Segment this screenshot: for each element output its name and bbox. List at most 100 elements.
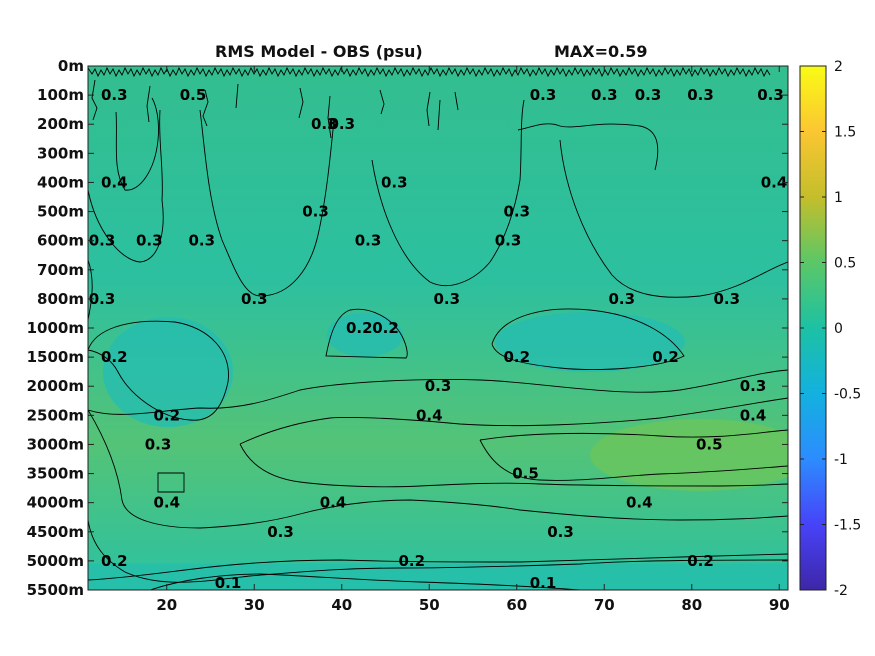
contour-label: 0.3 [687,86,714,104]
contour-label: 0.2 [687,552,714,570]
colorbar-tick-label: -2 [834,583,848,599]
colorbar-tick-label: 1.5 [834,125,856,141]
y-tick-label: 1500m [27,348,84,366]
contour-label: 0.3 [530,86,557,104]
contour-label: 0.4 [416,406,443,424]
y-tick-label: 1000m [27,319,84,337]
y-tick-label: 3000m [27,435,84,453]
colorbar-gradient [800,66,826,590]
contour-label: 0.3 [608,290,635,308]
contour-label: 0.3 [547,523,574,541]
contour-label: 0.3 [188,232,215,250]
contour-label: 0.3 [713,290,740,308]
contour-label: 0.2 [503,348,530,366]
contour-label: 0.2 [101,348,128,366]
y-tick-label: 2000m [27,377,84,395]
y-tick-label: 200m [37,115,84,133]
contour-label: 0.2 [398,552,425,570]
x-tick-label: 60 [506,596,527,614]
colorbar-tick-label: 2 [834,59,843,75]
y-tick-label: 400m [37,173,84,191]
y-tick-label: 2500m [27,406,84,424]
y-tick-label: 4500m [27,523,84,541]
chart-title: RMS Model - OBS (psu) [215,42,423,61]
y-tick-label: 4000m [27,494,84,512]
max-value-label: MAX=0.59 [554,42,648,61]
contour-label: 0.3 [425,377,452,395]
contour-label: 0.3 [89,232,116,250]
y-tick-label: 500m [37,203,84,221]
y-tick-label: 5500m [27,581,84,599]
contour-label: 0.5 [180,86,207,104]
colorbar-tick-label: -0.5 [834,387,861,403]
contour-label: 0.4 [740,406,767,424]
y-tick-label: 700m [37,261,84,279]
contour-label: 0.3 [495,232,522,250]
contour-label: 0.4 [761,173,788,191]
contour-label: 0.4 [320,494,347,512]
x-tick-label: 90 [769,596,790,614]
contour-label: 0.4 [101,173,128,191]
contour-label: 0.3 [740,377,767,395]
contour-label: 0.2 [372,319,399,337]
low-patch-east [495,312,685,372]
x-tick-label: 20 [156,596,177,614]
y-tick-label: 300m [37,144,84,162]
y-tick-label: 600m [37,232,84,250]
contour-label: 0.3 [101,86,128,104]
x-tick-label: 50 [419,596,440,614]
y-tick-label: 100m [37,86,84,104]
x-axis: 20 30 40 50 60 70 80 90 [156,66,790,614]
contour-label: 0.3 [355,232,382,250]
contour-label: 0.3 [503,203,530,221]
colorbar-ticks: 2 1.5 1 0.5 0 -0.5 -1 -1.5 -2 [800,59,861,599]
colorbar-tick-label: -1.5 [834,518,861,534]
low-patch-center [327,313,403,357]
contour-labels: 0.5 0.3 0.3 0.3 0.3 0.3 0.3 0.3 0.3 0.4 0.4 0.3 0.3 0… [89,86,788,592]
contour-label: 0.3 [145,435,172,453]
contour-label: 0.2 [346,319,373,337]
colorbar-tick-label: -1 [834,452,848,468]
x-tick-label: 70 [594,596,615,614]
x-tick-label: 80 [681,596,702,614]
contour-label: 0.3 [311,115,338,133]
colorbar-tick-label: 0 [834,321,843,337]
contour-label: 0.3 [136,232,163,250]
contour-label: 0.3 [302,203,329,221]
contour-label: 0.3 [241,290,268,308]
low-patch-bottom [88,564,788,590]
contour-label: 0.4 [626,494,653,512]
contour-label: 0.3 [433,290,460,308]
colorbar-tick-label: 1 [834,190,843,206]
contour-label: 0.3 [89,290,116,308]
low-patch-west [103,317,233,427]
chart-title-bar: RMS Model - OBS (psu) MAX=0.59 [88,42,788,62]
y-tick-label: 5000m [27,552,84,570]
contour-label: 0.1 [530,574,557,592]
x-tick-label: 30 [244,596,265,614]
y-tick-label: 800m [37,290,84,308]
contour-label: 0.4 [153,494,180,512]
plot-area: 0.5 0.3 0.3 0.3 0.3 0.3 0.3 0.3 0.3 0.4 0.4 0.3 0.3 0… [87,65,789,592]
colorbar: 2 1.5 1 0.5 0 -0.5 -1 -1.5 -2 [799,59,861,599]
contour-label: 0.2 [652,348,679,366]
y-tick-label: 0m [58,57,84,75]
x-tick-label: 40 [331,596,352,614]
heatmap-patches [88,312,788,590]
contour-label: 0.2 [101,552,128,570]
contour-label: 0.3 [267,523,294,541]
contour-label: 0.3 [757,86,784,104]
high-patch-deep [590,419,788,491]
contour-label: 0.5 [696,435,723,453]
y-tick-label: 3500m [27,465,84,483]
contour-label: 0.3 [591,86,618,104]
contour-label: 0.3 [381,173,408,191]
contour-label: 0.5 [512,465,539,483]
contour-label: 0.3 [328,115,355,133]
colorbar-tick-label: 0.5 [834,256,856,272]
contour-label: 0.1 [215,574,242,592]
contour-label: 0.2 [153,406,180,424]
contour-label: 0.3 [635,86,662,104]
y-axis: 0m 100m 200m 300m 400m 500m 600m 700m 800m 1000m 1… [27,57,788,599]
